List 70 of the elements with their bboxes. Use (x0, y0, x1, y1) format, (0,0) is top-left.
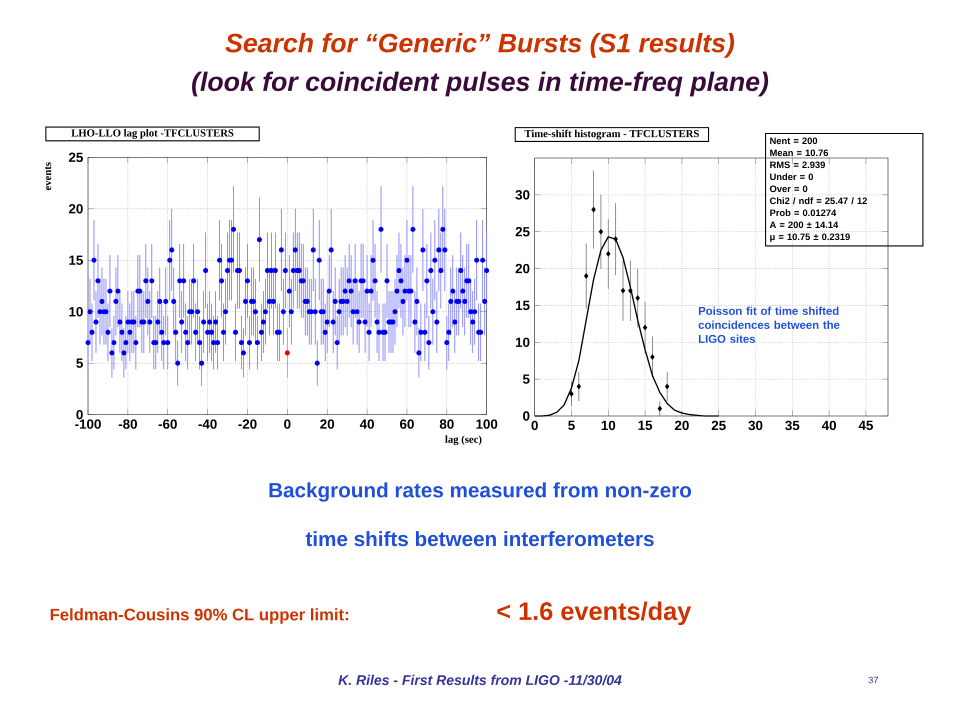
y-tick-label: 10 (516, 338, 530, 347)
x-tick-label: 45 (858, 420, 873, 430)
point (613, 236, 618, 242)
x-axis-title: lag (sec) (445, 435, 482, 446)
annotation: RMS = 2.939 (770, 162, 825, 168)
text: time shifts between interferometers (306, 531, 654, 546)
x-tick-label: -60 (158, 419, 177, 429)
point (636, 295, 640, 301)
text: 37 (868, 676, 878, 684)
x-tick-label: 40 (822, 420, 836, 430)
y-tick-label: 5 (522, 374, 530, 384)
y-tick-label: 25 (68, 152, 83, 162)
x-tick-label: -100 (75, 419, 101, 429)
y-tick-label: 0 (76, 410, 83, 420)
annotation: Chi2 / ndf = 25.47 / 12 (770, 197, 867, 204)
point (650, 354, 655, 360)
y-tick-label: 20 (68, 204, 83, 214)
x-tick-label: 0 (531, 420, 538, 430)
point (569, 391, 574, 397)
y-tick-label: 5 (76, 358, 83, 368)
y-tick-label: 20 (516, 264, 530, 274)
x-tick-label: 100 (476, 419, 498, 429)
point (598, 228, 604, 235)
x-tick-label: 15 (638, 420, 652, 430)
point (606, 251, 610, 257)
point (628, 288, 633, 294)
y-tick-label: 10 (69, 307, 83, 316)
text: Background rates measured from non-zero (270, 482, 692, 502)
x-tick-label: 25 (712, 420, 726, 430)
x-tick-label: -80 (118, 419, 137, 429)
y-tick-label: 15 (69, 256, 83, 265)
text: Nent = 200 (770, 138, 818, 144)
chart-title: LHO-LLO lag plot -TFCLUSTERS (71, 129, 234, 139)
x-tick-label: 40 (360, 419, 374, 429)
x-tick-label: 60 (400, 419, 414, 429)
x-tick-label: -40 (198, 419, 217, 429)
x-tick-label: 10 (602, 420, 616, 430)
y-tick-label: 25 (516, 226, 530, 236)
annotation: Poisson fit of time shifted coincidences between the LIGO sites (698, 306, 840, 343)
text: Feldman-Cousins 90% CL upper limit: (50, 608, 348, 624)
text: (look for coincident pulses in time-freq plane) (192, 72, 768, 96)
x-tick-label: 5 (568, 420, 575, 430)
y-tick-label: 0 (523, 411, 530, 421)
point (584, 273, 588, 279)
annotation: Prob = 0.01274 (770, 209, 836, 216)
chart-title: Time-shift histogram - TFCLUSTERS (524, 130, 699, 140)
y-tick-label: 30 (515, 190, 530, 200)
point (591, 206, 596, 212)
x-tick-label: 35 (785, 420, 800, 430)
x-tick-label: 20 (320, 419, 334, 429)
text: Search for “Generic” Bursts (S1 results) (225, 32, 734, 58)
text: Mean = 10.76 (770, 150, 828, 156)
point (576, 384, 582, 390)
annotation: Over = 0 (770, 186, 808, 192)
x-tick-label: 20 (674, 420, 689, 430)
text: K. Riles - First Results from LIGO -11/30/04 (338, 674, 622, 686)
x-tick-label: 80 (440, 419, 454, 429)
annotation: A = 200 ± 14.14 (770, 222, 838, 228)
point (642, 324, 648, 330)
x-tick-label: 30 (748, 420, 762, 430)
text: < 1.6 events/day (497, 602, 692, 626)
point (620, 288, 626, 294)
y-axis-title: events (45, 162, 52, 190)
annotation: Under = 0 (770, 173, 814, 180)
point (665, 384, 670, 390)
y-tick-label: 15 (516, 300, 530, 310)
x-tick-label: 0 (284, 419, 291, 429)
x-tick-label: -20 (238, 419, 257, 429)
point (658, 406, 662, 412)
annotation: μ = 10.75 ± 0.2319 (770, 234, 850, 242)
